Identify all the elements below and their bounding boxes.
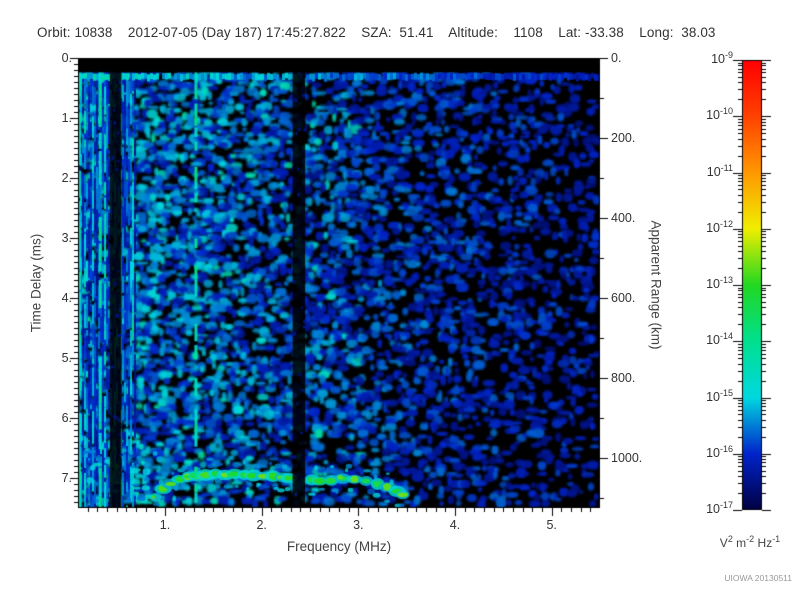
range-tick-label: 200. [611,131,636,145]
y-tick-label: 2. [61,171,72,185]
y-tick-label: 6. [61,411,72,425]
x-tick-label: 1. [159,518,171,532]
range-tick-label: 1000. [611,451,643,465]
colorbar-tick-label: 10-12 [706,218,733,235]
x-axis-title: Frequency (MHz) [286,539,392,554]
x-tick-label: 2. [256,518,267,532]
colorbar-tick-label: 10-9 [711,49,733,66]
y-axis-title: Time Delay (ms) [28,233,44,333]
range-tick-label: 400. [611,211,636,225]
range-tick-label: 800. [611,371,636,385]
x-tick-label: 4. [449,518,461,532]
colorbar-tick-label: 10-13 [706,274,733,291]
colorbar-unit-label: V2 m-2 Hz-1 [719,534,781,551]
x-tick-label: 5. [546,518,557,532]
y-tick-label: 3. [61,231,72,245]
range-tick-label: 600. [611,291,636,305]
watermark: UIOWA 20130511 [724,573,792,583]
colorbar-tick-label: 10-15 [706,387,733,404]
right-axis-title: Apparent Range (km) [648,220,664,350]
y-tick-label: 7. [61,471,72,485]
y-tick-label: 5. [61,351,72,365]
range-tick-label: 0. [611,51,622,65]
colorbar-tick-label: 10-17 [706,499,733,516]
y-tick-label: 0. [61,51,72,65]
y-tick-label: 1. [61,111,72,125]
x-tick-label: 3. [353,518,364,532]
colorbar-tick-label: 10-16 [706,443,733,460]
y-tick-label: 4. [61,291,72,305]
colorbar-tick-label: 10-14 [706,331,733,348]
colorbar-tick-label: 10-10 [706,106,733,123]
observation-header: Orbit: 10838 2012-07-05 (Day 187) 17:45:… [37,25,716,40]
colorbar-tick-label: 10-11 [706,162,733,179]
